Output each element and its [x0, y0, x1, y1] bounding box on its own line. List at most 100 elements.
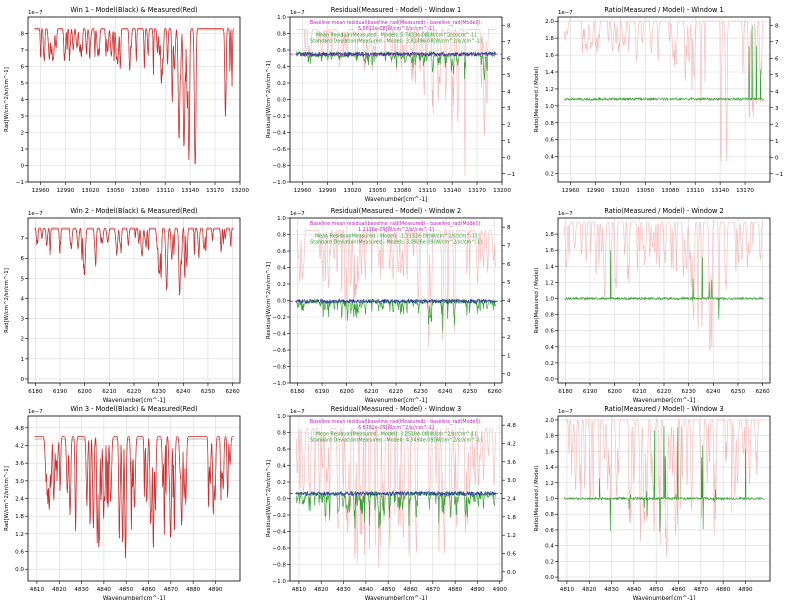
x-tick-label: 4810	[292, 587, 307, 593]
x-tick-label: 13200	[493, 188, 511, 194]
y-tick-label: −0.2	[272, 315, 286, 321]
y-tick-label: 1.0	[277, 216, 286, 222]
x-tick-label: 4880	[448, 587, 463, 593]
right-y-tick-label: 3.6	[507, 460, 516, 466]
y-tick-label: 4	[20, 98, 24, 104]
y-tick-label: 0.8	[545, 512, 554, 518]
y-tick-label: 0.6	[545, 329, 554, 335]
right-y-tick-label: 4.2	[507, 442, 516, 448]
x-tick-label: 4820	[582, 587, 597, 593]
y-tick-label: 1.4	[545, 465, 554, 471]
measured-series	[34, 27, 234, 165]
y-tick-label: 3	[20, 317, 24, 323]
y-tick-label: 0.2	[545, 361, 554, 367]
y-tick-label: −0.2	[272, 114, 286, 120]
y-tick-label: 0.0	[277, 497, 286, 503]
subplot-9: 4810 4820 4830 4840 4850 4860 4870 4880 4890 0.0 0…	[534, 405, 771, 600]
y-tick-label: 0.0	[277, 299, 286, 305]
y-exponent-label: 1e−7	[558, 409, 573, 415]
y-tick-label: 7	[20, 48, 24, 54]
y-tick-label: −0.6	[272, 546, 286, 552]
x-tick-label: 4840	[627, 587, 642, 593]
y-tick-label: 0.4	[545, 345, 554, 351]
y-tick-label: 1.6	[545, 248, 554, 254]
x-tick-label: 6180	[558, 389, 573, 395]
y-tick-label: 0.2	[545, 172, 554, 178]
y-tick-label: 4.8	[15, 426, 24, 432]
y-tick-label: 3.0	[15, 479, 24, 485]
y-tick-label: −0.4	[272, 530, 286, 536]
x-tick-label: 6230	[682, 389, 697, 395]
x-tick-label: 13140	[181, 188, 199, 194]
subplot-5: 6180 6190 6200 6210 6220 6230 6240 6250 6260−1.0…	[266, 207, 511, 404]
x-tick-label: 12960	[294, 188, 312, 194]
y-tick-label: −1.0	[272, 180, 286, 186]
right-y-tick-label: 2.4	[507, 497, 516, 503]
y-tick-label: −0.6	[272, 348, 286, 354]
baseline-residual-series	[296, 298, 496, 305]
x-tick-label: 13110	[156, 188, 174, 194]
x-tick-label: 4880	[186, 587, 201, 593]
y-tick-label: 0.2	[277, 480, 286, 486]
residual-stat-annotation: Standard Deviation(Measured - Model): 3.…	[310, 39, 482, 45]
y-tick-label: 8	[20, 32, 24, 38]
x-tick-label: 13170	[736, 188, 754, 194]
x-tick-label: 6200	[608, 389, 623, 395]
x-tick-label: 13080	[393, 188, 411, 194]
y-axis-label: Ratio(Measured / Model)	[534, 67, 540, 133]
x-tick-label: 6210	[364, 389, 379, 395]
x-axis-label: Wavenumber[cm^-1]	[103, 596, 166, 600]
subplot-title: Win 2 - Model(Black) & Measured(Red)	[70, 207, 197, 215]
y-axis-label: Residual[W/cm^2/sr/cm^-1]	[266, 262, 272, 339]
x-tick-label: 13050	[106, 188, 124, 194]
x-tick-label: 6200	[78, 389, 93, 395]
x-tick-label: 13080	[661, 188, 679, 194]
y-tick-label: 0	[20, 164, 24, 170]
x-tick-label: 6230	[152, 389, 167, 395]
subplot-title: Ratio(Measured / Model) - Window 3	[604, 405, 723, 413]
y-tick-label: 1.4	[545, 264, 554, 270]
y-exponent-label: 1e−7	[290, 409, 305, 415]
x-axis-label: Wavenumber[cm^-1]	[365, 197, 428, 203]
x-tick-label: 4860	[671, 587, 686, 593]
right-y-tick-label: 0	[775, 155, 779, 161]
right-y-tick-label: 1.2	[507, 533, 516, 539]
y-axis-label: Rad[W/cm^2/sr/cm^-1]	[4, 268, 10, 333]
y-tick-label: 0.0	[545, 377, 554, 383]
y-tick-label: −0.4	[272, 131, 286, 137]
x-tick-label: 6260	[755, 389, 770, 395]
y-tick-label: 1.0	[545, 497, 554, 503]
x-tick-label: 6260	[225, 389, 240, 395]
x-tick-label: 13140	[711, 188, 729, 194]
x-tick-label: 6200	[340, 389, 355, 395]
y-tick-label: 1.2	[545, 280, 554, 286]
subplot-title: Ratio(Measured / Model) - Window 2	[604, 207, 723, 215]
measured-series	[34, 436, 234, 558]
y-tick-label: −0.4	[272, 332, 286, 338]
x-tick-label: 12990	[587, 188, 605, 194]
y-tick-label: −1.0	[272, 381, 286, 387]
right-y-tick-label: 3	[507, 317, 511, 323]
x-tick-label: 6210	[102, 389, 117, 395]
y-tick-label: 0.4	[277, 266, 286, 272]
right-y-tick-label: 0.0	[507, 570, 516, 576]
radiance-overlay	[564, 419, 764, 558]
radiance-overlay	[564, 221, 764, 352]
x-tick-label: 4850	[119, 587, 134, 593]
right-y-tick-label: 5	[507, 73, 511, 79]
x-tick-label: 6230	[414, 389, 429, 395]
y-tick-label: −0.6	[272, 147, 286, 153]
right-y-tick-label: 6	[507, 56, 511, 62]
y-tick-label: 1.2	[545, 481, 554, 487]
x-tick-label: 12960	[562, 188, 580, 194]
right-y-tick-label: 5	[775, 73, 779, 79]
y-tick-label: 0.6	[277, 48, 286, 54]
y-tick-label: 1.8	[545, 36, 554, 42]
y-tick-label: 0.8	[545, 313, 554, 319]
y-tick-label: 0.4	[545, 544, 554, 550]
x-tick-label: 6240	[176, 389, 191, 395]
right-y-tick-label: 5	[507, 280, 511, 286]
subplot-title: Residual(Measured - Model) - Window 1	[331, 6, 461, 14]
right-y-tick-label: −1	[775, 172, 784, 178]
right-y-tick-label: −1	[507, 172, 516, 178]
